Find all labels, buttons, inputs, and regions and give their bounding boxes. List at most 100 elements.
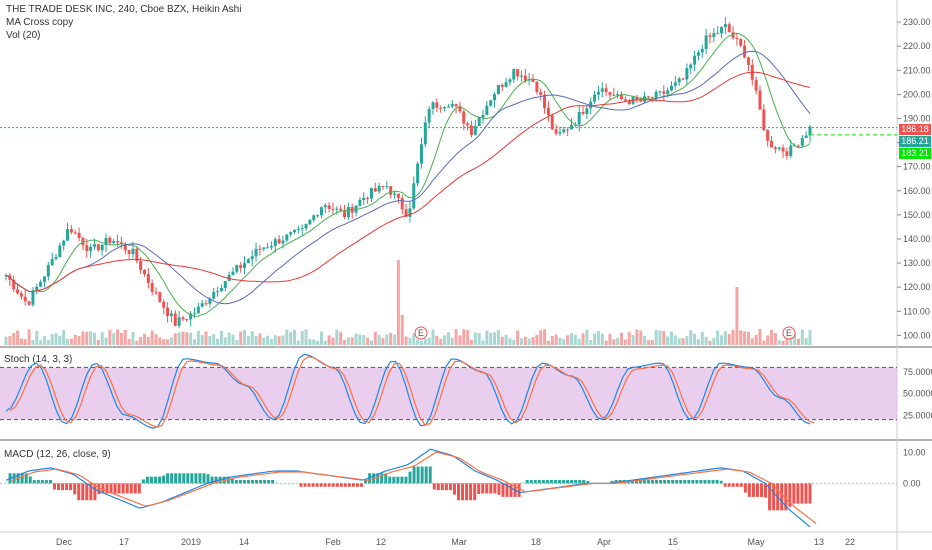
time-axis-label: Dec bbox=[56, 537, 73, 547]
macd-histogram-bar bbox=[408, 471, 412, 484]
volume-bar bbox=[758, 329, 762, 345]
candle-body bbox=[266, 247, 270, 249]
candle-body bbox=[150, 283, 154, 292]
candle-body bbox=[504, 82, 508, 87]
candle-body bbox=[689, 64, 693, 69]
candle-body bbox=[35, 286, 39, 291]
macd-histogram-bar bbox=[436, 483, 440, 491]
macd-histogram-bar bbox=[133, 483, 137, 494]
candle-body bbox=[339, 208, 343, 211]
candle-body bbox=[319, 207, 323, 216]
macd-histogram-bar bbox=[715, 480, 719, 484]
volume-bar bbox=[373, 331, 377, 345]
volume-bar bbox=[258, 333, 262, 345]
macd-histogram-bar bbox=[562, 480, 566, 484]
candle-body bbox=[77, 232, 81, 238]
macd-histogram-bar bbox=[764, 483, 768, 498]
stoch-band bbox=[0, 367, 897, 420]
candle-body bbox=[131, 248, 135, 254]
macd-histogram-bar bbox=[497, 483, 501, 495]
macd-histogram-bar bbox=[428, 466, 432, 484]
candle-body bbox=[162, 301, 166, 308]
stoch-indicator-label: Stoch (14, 3, 3) bbox=[4, 354, 73, 365]
macd-indicator-label: MACD (12, 26, close, 9) bbox=[4, 449, 111, 460]
macd-histogram-bar bbox=[12, 473, 16, 484]
volume-bar bbox=[627, 332, 631, 345]
macd-histogram-bar bbox=[570, 480, 574, 484]
candle-body bbox=[400, 197, 404, 210]
volume-bar bbox=[389, 332, 393, 345]
volume-bar bbox=[762, 340, 766, 345]
volume-bar bbox=[408, 337, 412, 345]
candle-body bbox=[754, 79, 758, 91]
candle-body bbox=[104, 237, 108, 245]
candle-body bbox=[189, 313, 193, 320]
macd-histogram-bar bbox=[517, 483, 521, 497]
candle-body bbox=[396, 193, 400, 198]
candle-body bbox=[731, 32, 735, 38]
candle-body bbox=[458, 106, 462, 112]
volume-bar bbox=[600, 333, 604, 345]
volume-bar bbox=[50, 334, 54, 345]
volume-bar bbox=[739, 330, 743, 345]
macd-histogram-bar bbox=[271, 480, 275, 484]
candle-body bbox=[531, 79, 535, 83]
macd-histogram-bar bbox=[529, 480, 533, 484]
volume-bar bbox=[562, 339, 566, 345]
macd-histogram-bar bbox=[743, 483, 747, 493]
volume-bar bbox=[639, 330, 643, 345]
volume-bar bbox=[508, 338, 512, 345]
macd-axis-label: 10.00 bbox=[903, 447, 926, 457]
volume-bar bbox=[673, 335, 677, 345]
candle-body bbox=[662, 91, 666, 94]
candle-body bbox=[416, 163, 420, 184]
candle-body bbox=[231, 271, 235, 275]
macd-histogram-bar bbox=[307, 483, 311, 487]
macd-histogram-bar bbox=[299, 483, 303, 487]
macd-histogram-bar bbox=[553, 480, 557, 484]
macd-histogram-bar bbox=[719, 480, 723, 484]
volume-bar bbox=[677, 338, 681, 345]
macd-histogram-bar bbox=[388, 476, 392, 484]
macd-histogram-bar bbox=[28, 476, 32, 484]
macd-histogram-bar bbox=[634, 480, 638, 484]
candle-body bbox=[596, 91, 600, 95]
volume-bar bbox=[793, 333, 797, 345]
volume-bar bbox=[396, 260, 400, 345]
macd-histogram-bar bbox=[663, 480, 667, 484]
candle-body bbox=[381, 185, 385, 187]
candle-body bbox=[716, 33, 720, 35]
earnings-circle bbox=[782, 326, 796, 340]
macd-histogram-bar bbox=[93, 483, 97, 501]
volume-bar bbox=[654, 329, 658, 345]
candle-body bbox=[516, 69, 520, 77]
macd-histogram-bar bbox=[65, 483, 69, 491]
macd-histogram-bar bbox=[376, 473, 380, 484]
volume-bar bbox=[435, 335, 439, 345]
volume-bar bbox=[366, 337, 370, 345]
volume-bar bbox=[581, 333, 585, 345]
earnings-marker: E bbox=[782, 326, 796, 340]
candle-body bbox=[562, 129, 566, 133]
volume-bar bbox=[85, 331, 89, 345]
candle-body bbox=[808, 126, 812, 136]
price-axis-label: 100.00 bbox=[903, 330, 931, 340]
volume-bar bbox=[400, 315, 404, 345]
volume-bar bbox=[523, 336, 527, 345]
macd-histogram-bar bbox=[392, 476, 396, 484]
macd-histogram-bar bbox=[20, 473, 24, 484]
macd-histogram-bar bbox=[448, 483, 452, 491]
candle-body bbox=[477, 117, 481, 127]
candle-body bbox=[108, 237, 112, 244]
volume-bar bbox=[646, 340, 650, 345]
macd-histogram-bar bbox=[186, 473, 190, 484]
volume-bar bbox=[727, 334, 731, 345]
macd-histogram-bar bbox=[537, 480, 541, 484]
macd-histogram-bar bbox=[113, 483, 117, 494]
candle-body bbox=[58, 245, 62, 258]
candle-body bbox=[293, 229, 297, 233]
volume-bar bbox=[558, 338, 562, 345]
candle-body bbox=[670, 85, 674, 91]
macd-histogram-bar bbox=[525, 480, 529, 484]
